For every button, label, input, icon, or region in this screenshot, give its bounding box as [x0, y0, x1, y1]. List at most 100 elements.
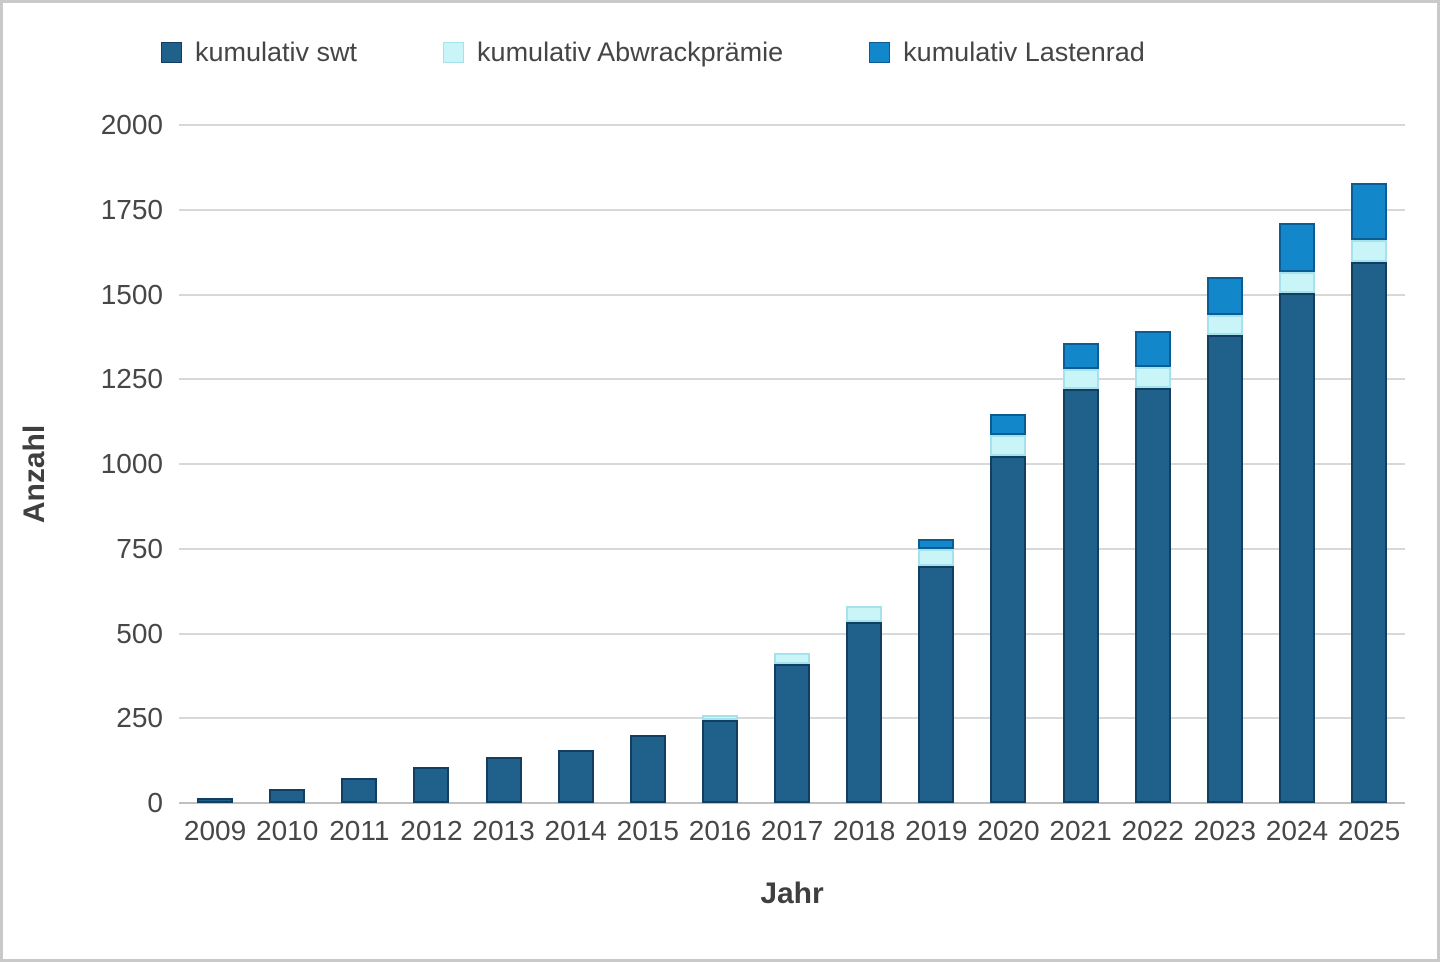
- bar-group-2010: [251, 125, 323, 803]
- x-tick-label-2020: 2020: [977, 815, 1040, 846]
- gridline-1750: [179, 208, 1405, 211]
- x-tick-label-2015: 2015: [616, 815, 679, 846]
- gridline-2000: [179, 124, 1405, 126]
- x-tick-label-2010: 2010: [256, 815, 319, 846]
- y-tick-label-2000: 2000: [100, 109, 163, 140]
- y-tick-label-1500: 1500: [100, 278, 163, 310]
- bar-segment-kumulativ-swt: [990, 455, 1027, 803]
- x-tick-label-2018: 2018: [833, 815, 896, 846]
- stacked-bar-2025: [1351, 125, 1388, 803]
- bar-segment-kumulativ-abwrackpr-mie: [1134, 367, 1171, 388]
- bar-segment-kumulativ-abwrackpr-mie: [1206, 314, 1243, 336]
- stacked-bar-2017: [774, 125, 811, 803]
- stacked-bar-2013: [485, 125, 522, 803]
- bar-group-2018: [828, 125, 900, 803]
- legend-swatch-icon: [869, 42, 891, 63]
- bar-segment-kumulativ-lastenrad: [918, 538, 955, 549]
- legend-item-kumulativ-swt: kumulativ swt: [161, 37, 357, 68]
- gridline-1000: [179, 463, 1405, 465]
- stacked-bar-2009: [197, 125, 234, 803]
- x-tick-label-2022: 2022: [1121, 815, 1184, 846]
- bar-segment-kumulativ-lastenrad: [1134, 330, 1171, 368]
- bar-group-2021: [1045, 125, 1117, 803]
- x-tick-label-2021: 2021: [1049, 815, 1112, 846]
- gridline-750: [179, 547, 1405, 550]
- x-tick-label-2016: 2016: [688, 815, 752, 846]
- y-tick-label-250: 250: [116, 702, 163, 734]
- bar-segment-kumulativ-abwrackpr-mie: [846, 605, 883, 622]
- y-tick-label-500: 500: [116, 617, 163, 649]
- x-tick-label-2024: 2024: [1265, 815, 1329, 846]
- y-axis-title: Anzahl: [18, 424, 51, 524]
- bar-group-2020: [972, 125, 1044, 803]
- stacked-bar-2018: [846, 125, 883, 803]
- bar-segment-kumulativ-swt: [846, 621, 883, 803]
- legend-label: kumulativ swt: [195, 37, 358, 67]
- x-tick-label-2023: 2023: [1193, 815, 1256, 846]
- stacked-bar-2011: [341, 125, 378, 803]
- bar-segment-kumulativ-abwrackpr-mie: [990, 435, 1027, 456]
- stacked-bar-2015: [629, 125, 666, 803]
- y-tick-label-1250: 1250: [100, 363, 163, 395]
- stacked-bar-2024: [1278, 125, 1315, 803]
- stacked-bar-2021: [1062, 125, 1099, 803]
- bar-group-2014: [540, 125, 612, 803]
- bar-segment-kumulativ-swt: [918, 565, 955, 803]
- bar-segment-kumulativ-abwrackpr-mie: [774, 652, 811, 665]
- bar-group-2017: [756, 125, 828, 803]
- x-tick-label-2014: 2014: [544, 815, 607, 846]
- plot-area: [179, 124, 1405, 804]
- legend-item-kumulativ-abwrackpr-mie: kumulativ Abwrackprämie: [443, 37, 783, 68]
- bar-segment-kumulativ-swt: [557, 750, 594, 803]
- bar-segment-kumulativ-lastenrad: [990, 413, 1027, 436]
- stacked-bar-2020: [990, 125, 1027, 803]
- legend-item-kumulativ-lastenrad: kumulativ Lastenrad: [869, 37, 1145, 68]
- x-tick-label-2012: 2012: [400, 815, 463, 846]
- x-tick-label-2009: 2009: [183, 815, 247, 846]
- stacked-bar-2019: [918, 125, 955, 803]
- x-axis-labels: 2009 2010 2011 2012 2013 2014 2015 2016 2017 2018…: [179, 815, 1405, 847]
- x-axis-line: [179, 802, 1405, 804]
- y-tick-label-1000: 1000: [100, 448, 163, 479]
- bar-segment-kumulativ-abwrackpr-mie: [701, 714, 738, 720]
- stacked-bar-2022: [1134, 125, 1171, 803]
- bar-group-2011: [323, 125, 395, 803]
- bar-segment-kumulativ-abwrackpr-mie: [1278, 271, 1315, 293]
- bar-segment-kumulativ-swt: [1278, 292, 1315, 803]
- bar-segment-kumulativ-swt: [1351, 262, 1388, 803]
- bar-segment-kumulativ-swt: [774, 664, 811, 803]
- y-tick-label-0: 0: [147, 787, 163, 818]
- bar-segment-kumulativ-swt: [1134, 387, 1171, 803]
- x-tick-label-2025: 2025: [1337, 815, 1401, 846]
- bar-segment-kumulativ-lastenrad: [1206, 276, 1243, 315]
- bar-segment-kumulativ-swt: [269, 789, 306, 803]
- stacked-bar-2016: [701, 125, 738, 803]
- bar-group-2023: [1189, 125, 1261, 803]
- bar-segment-kumulativ-lastenrad: [1351, 183, 1388, 241]
- bar-segment-kumulativ-lastenrad: [1278, 222, 1315, 272]
- y-axis-labels: 0 250 500 750 1000 1250 1500 1750 2000: [3, 109, 163, 818]
- x-tick-label-2019: 2019: [905, 815, 968, 846]
- stacked-bar-2023: [1206, 125, 1243, 803]
- gridline-1500: [179, 293, 1405, 296]
- stacked-bar-2014: [557, 125, 594, 803]
- bar-group-2024: [1261, 125, 1333, 803]
- bar-segment-kumulativ-swt: [1206, 335, 1243, 803]
- bar-segment-kumulativ-lastenrad: [1062, 342, 1099, 370]
- bar-group-2015: [612, 125, 684, 803]
- bar-segment-kumulativ-swt: [341, 778, 378, 803]
- legend-label: kumulativ Lastenrad: [903, 37, 1145, 67]
- chart-legend: kumulativ swt kumulativ Abwrackprämie kumu…: [161, 37, 1145, 68]
- bar-segment-kumulativ-abwrackpr-mie: [918, 548, 955, 566]
- bar-group-2009: [179, 125, 251, 803]
- bar-segment-kumulativ-swt: [197, 797, 234, 803]
- bar-segment-kumulativ-swt: [413, 767, 450, 803]
- stacked-bar-2012: [413, 125, 450, 803]
- bars-layer: [179, 125, 1405, 803]
- y-tick-label-750: 750: [116, 532, 163, 564]
- x-tick-label-2017: 2017: [760, 815, 824, 846]
- bar-segment-kumulativ-swt: [1062, 389, 1099, 803]
- stacked-bar-2010: [269, 125, 306, 803]
- bar-group-2013: [468, 125, 540, 803]
- legend-swatch-icon: [443, 42, 465, 63]
